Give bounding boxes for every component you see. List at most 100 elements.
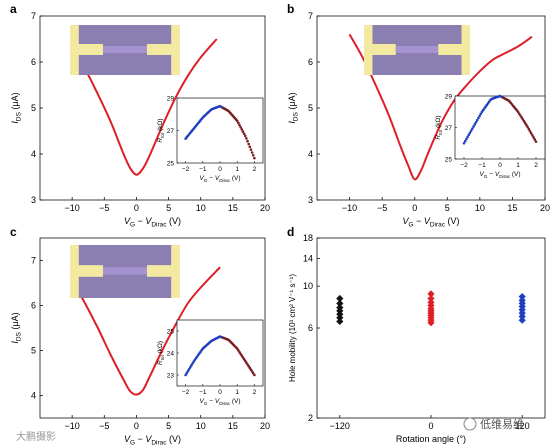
inset-data-point <box>463 139 467 143</box>
inset-data-point <box>465 137 468 141</box>
inset-data-point <box>523 121 527 125</box>
x-tick-label: 0 <box>428 421 433 431</box>
inset-data-point <box>245 137 248 140</box>
inset-data-point <box>522 119 526 123</box>
inset-y-tick-label: 27 <box>445 125 453 132</box>
inset-x-tick-label: 1 <box>235 166 239 173</box>
inset-data-point <box>191 362 194 365</box>
panel-d: d −120 0 120 2 6 10 14 18 Rotation angle (°) Hole … <box>287 225 546 444</box>
device-image-a <box>70 25 180 75</box>
x-tick-label: 10 <box>196 203 206 213</box>
x-tick-label: 0 <box>412 203 417 213</box>
marker-blue <box>518 316 526 324</box>
x-tick-label: 15 <box>228 203 238 213</box>
y-tick-label: 6 <box>31 57 36 67</box>
left-contact <box>70 44 103 55</box>
panel-letter: c <box>10 225 17 239</box>
device-image-c <box>70 245 180 298</box>
plot-frame <box>316 237 546 419</box>
y-axis-label: IDS​ (μA) <box>287 92 300 123</box>
marker-black <box>336 299 344 308</box>
inset-data-point <box>526 125 529 129</box>
inset-y-tick-label: 25 <box>167 329 175 336</box>
inset-data-point <box>188 366 192 369</box>
panel-letter: d <box>287 225 294 239</box>
marker-blue <box>518 296 526 305</box>
x-tick-label: −10 <box>342 203 357 213</box>
inset-a: −2 −1 0 1 2 25 27 29 VG​ − VDirac​ (V) Rtot​ (kΩ) <box>157 96 264 183</box>
y-tick-label: 2 <box>308 413 313 423</box>
inset-y-tick-label: 24 <box>167 351 175 358</box>
inset-x-tick-label: 2 <box>534 162 538 169</box>
y-tick-label: 3 <box>31 195 36 205</box>
iv-curve <box>71 38 218 176</box>
right-contact <box>438 44 470 55</box>
iv-curve <box>71 266 221 396</box>
inset-frame <box>454 95 546 160</box>
x-tick-label: 5 <box>166 203 171 213</box>
inset-data-point <box>468 131 472 135</box>
x-tick-label: −5 <box>377 203 387 213</box>
inset-data-point <box>253 156 256 160</box>
inset-data-point <box>246 139 249 143</box>
inset-data-point <box>238 123 241 127</box>
y-axis-label: Hole mobility (10³ cm² V⁻¹ s⁻¹) <box>288 274 297 382</box>
inset-y-tick-label: 29 <box>445 94 453 101</box>
y-tick-label: 14 <box>303 254 313 264</box>
wechat-icon <box>463 417 477 431</box>
inset-x-tick-label: 2 <box>253 166 257 173</box>
inset-data-point <box>474 120 478 124</box>
x-tick-label: −10 <box>65 203 80 213</box>
inset-data-point <box>516 110 520 114</box>
watermark-left: 大鹏摄影 <box>16 430 56 443</box>
inset-data-point <box>478 114 481 118</box>
inset-data-point <box>462 141 466 145</box>
y-tick-label: 6 <box>308 57 313 67</box>
x-tick-label: −10 <box>65 421 80 431</box>
y-tick-label: 5 <box>308 103 313 113</box>
inset-y-tick-label: 29 <box>167 96 175 103</box>
channel <box>103 267 147 275</box>
panel-letter: a <box>10 2 17 16</box>
inset-frame <box>176 319 264 387</box>
inset-y-tick-label: 27 <box>167 128 175 135</box>
x-tick-label: 15 <box>507 203 517 213</box>
inset-data-point <box>471 127 474 130</box>
marker-red <box>427 290 435 298</box>
y-tick-label: 4 <box>308 149 313 159</box>
watermark-right: 低维易维 <box>463 417 524 431</box>
marker-black <box>336 317 344 326</box>
y-tick-label: 10 <box>303 281 313 291</box>
x-axis-label: VG​ − VDirac​ (V) <box>124 216 181 229</box>
y-tick-label: 7 <box>31 11 36 21</box>
marker-red <box>427 298 435 307</box>
x-tick-label: 120 <box>515 421 530 431</box>
inset-c: −2 −1 0 1 2 23 24 25 VG​ − VDirac​ (V) Rtot​ (kΩ) <box>157 319 264 406</box>
inset-x-tick-label: −2 <box>182 389 190 396</box>
inset-x-tick-label: −1 <box>199 166 207 173</box>
inset-data-point <box>241 130 245 133</box>
x-tick-label: 0 <box>134 203 139 213</box>
inset-x-tick-label: −1 <box>478 162 486 169</box>
x-axis-label: Rotation angle (°) <box>396 434 466 444</box>
x-tick-label: −120 <box>330 421 350 431</box>
inset-data-point <box>248 145 252 149</box>
y-tick-label: 6 <box>308 323 313 333</box>
right-contact <box>147 44 180 55</box>
watermark-right-text: 低维易维 <box>480 418 524 431</box>
y-tick-label: 6 <box>31 301 36 311</box>
inset-b: −2 −1 0 1 2 25 27 29 VG​ − VDirac​ (V) Rtot​ (kΩ) <box>435 94 546 179</box>
inset-y-axis-label: Rtot​ (kΩ) <box>157 341 165 365</box>
inset-data-point <box>243 134 247 138</box>
inset-data-point <box>251 154 255 157</box>
iv-curve <box>348 33 533 181</box>
inset-data-point <box>529 131 533 135</box>
y-tick-label: 4 <box>31 391 36 401</box>
inset-x-tick-label: 1 <box>516 162 520 169</box>
inset-data-point <box>187 367 191 371</box>
inset-y-axis-label: Rtot​ (kΩ) <box>435 115 443 139</box>
inset-x-tick-label: 2 <box>253 389 257 396</box>
inset-data-point <box>479 112 483 116</box>
